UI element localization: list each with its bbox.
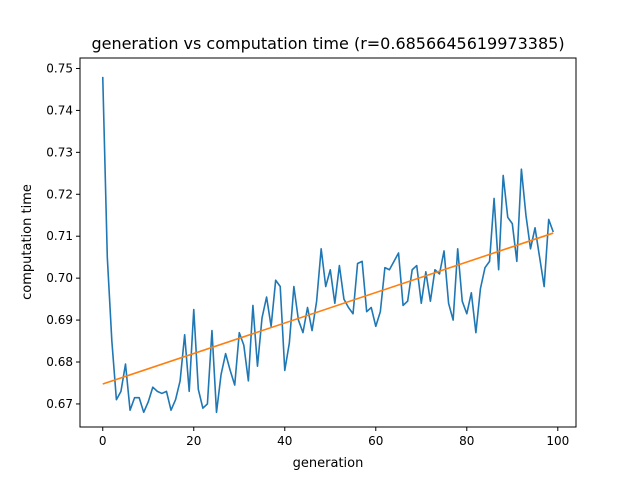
series-layer (101, 76, 555, 414)
y-axis: 0.67 0.68 0.69 0.70 0.71 0.72 0.73 0.74 0.75 (46, 61, 80, 411)
data-series-line (101, 76, 555, 414)
x-axis-label: generation (293, 456, 364, 471)
y-tick-label: 0.67 (46, 397, 73, 411)
y-tick-label: 0.74 (46, 103, 73, 117)
y-tick-label: 0.71 (46, 229, 73, 243)
y-tick-label: 0.69 (46, 313, 73, 327)
plot-frame (79, 57, 577, 428)
y-tick-label: 0.70 (46, 271, 73, 285)
fit-line (102, 232, 554, 385)
x-tick-label: 100 (546, 434, 569, 448)
x-axis: 0 20 40 60 80 100 (99, 427, 569, 448)
y-axis-label: computation time (20, 184, 35, 300)
y-tick-label: 0.72 (46, 187, 73, 201)
x-tick-label: 20 (186, 434, 201, 448)
chart-title: generation vs computation time (r=0.6856… (91, 34, 564, 53)
y-tick-label: 0.75 (46, 61, 73, 75)
x-tick-label: 80 (459, 434, 474, 448)
x-tick-label: 60 (368, 434, 383, 448)
y-tick-label: 0.73 (46, 145, 73, 159)
x-tick-label: 0 (99, 434, 107, 448)
y-tick-label: 0.68 (46, 355, 73, 369)
x-tick-label: 40 (277, 434, 292, 448)
